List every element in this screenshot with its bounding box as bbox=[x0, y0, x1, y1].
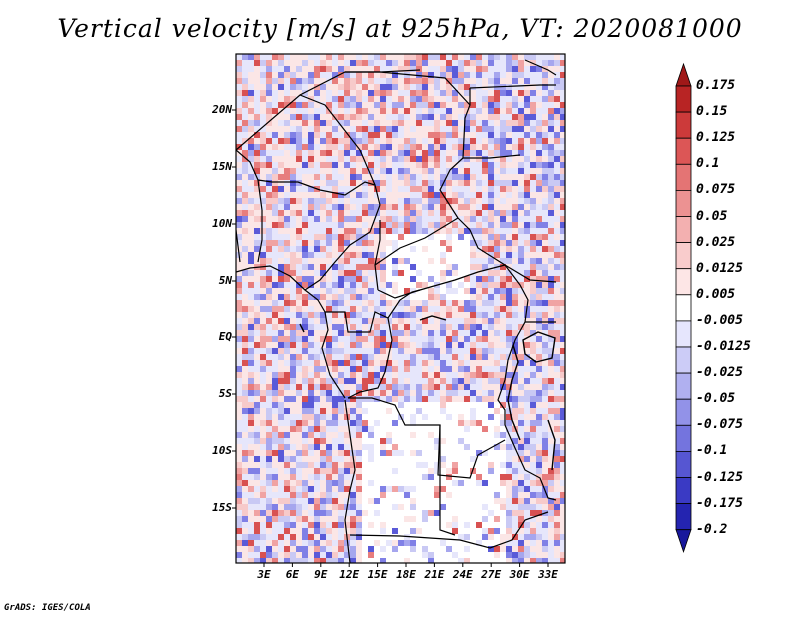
colorbar-label: 0.0125 bbox=[696, 260, 743, 276]
colorbar-label: 0.05 bbox=[696, 208, 728, 224]
colorbar-box bbox=[675, 242, 692, 270]
colorbar-box bbox=[675, 137, 692, 165]
colorbar-box bbox=[675, 268, 692, 296]
colorbar-label: -0.125 bbox=[696, 469, 743, 485]
colorbar-label: 0.075 bbox=[696, 182, 736, 198]
map-title: Vertical velocity [m/s] at 925hPa, VT: 2… bbox=[57, 14, 743, 43]
lon-label: 3E bbox=[257, 568, 271, 581]
colorbar-label: 0.025 bbox=[696, 234, 736, 250]
colorbar-box bbox=[675, 216, 692, 244]
colorbar-label: 0.005 bbox=[696, 286, 736, 302]
lat-label: 10S bbox=[212, 444, 232, 457]
colorbar-box bbox=[675, 85, 692, 113]
colorbar-label: 0.1 bbox=[696, 156, 720, 172]
colorbar-label: -0.1 bbox=[696, 443, 728, 459]
lat-label: 10N bbox=[212, 217, 232, 230]
credit-text: GrADS: IGES/COLA bbox=[4, 603, 91, 613]
map-frame bbox=[235, 53, 566, 564]
lakes bbox=[299, 315, 556, 471]
colorbar-box bbox=[675, 398, 692, 426]
colorbar-box bbox=[675, 294, 692, 322]
colorbar-box bbox=[675, 111, 692, 139]
lat-label: 5S bbox=[218, 387, 232, 400]
lat-label: 5N bbox=[218, 274, 232, 287]
colorbar-box bbox=[675, 189, 692, 217]
colorbar-label: -0.025 bbox=[696, 365, 743, 381]
colorbar-box bbox=[675, 450, 692, 478]
lat-label: 15N bbox=[212, 160, 232, 173]
lat-label: EQ bbox=[218, 330, 232, 343]
colorbar-label: -0.2 bbox=[696, 521, 728, 537]
lon-label: 24E bbox=[452, 568, 473, 581]
colorbar-label: -0.075 bbox=[696, 417, 743, 433]
country-borders bbox=[236, 59, 557, 563]
lon-label: 21E bbox=[424, 568, 445, 581]
colorbar-label: -0.0125 bbox=[696, 339, 751, 354]
colorbar-label: 0.125 bbox=[696, 130, 736, 146]
lat-label: 20N bbox=[212, 103, 232, 116]
colorbar-box bbox=[675, 320, 692, 348]
colorbar-label: 0.15 bbox=[696, 104, 728, 120]
colorbar-box bbox=[675, 163, 692, 191]
velocity-field bbox=[236, 54, 565, 563]
colorbar-box bbox=[675, 346, 692, 374]
colorbar-box bbox=[675, 503, 692, 531]
lon-label: 33E bbox=[538, 568, 558, 581]
colorbar-label: -0.05 bbox=[696, 391, 736, 407]
colorbar-bottom-arrow bbox=[675, 529, 692, 553]
colorbar-label: -0.175 bbox=[696, 495, 743, 511]
colorbar-box bbox=[675, 424, 692, 452]
colorbar-top-arrow bbox=[675, 62, 692, 87]
colorbar-box bbox=[675, 477, 692, 505]
colorbar-box bbox=[675, 372, 692, 400]
lon-label: 12E bbox=[339, 568, 360, 581]
lon-label: 18E bbox=[396, 568, 416, 581]
lon-label: 30E bbox=[509, 568, 530, 581]
colorbar-label: 0.175 bbox=[696, 78, 736, 93]
lon-label: 27E bbox=[481, 568, 502, 581]
lon-label: 9E bbox=[314, 568, 328, 581]
colorbar-label: -0.005 bbox=[696, 312, 743, 328]
lat-label: 15S bbox=[212, 501, 232, 514]
lon-label: 6E bbox=[285, 568, 300, 581]
lon-label: 15E bbox=[367, 568, 388, 581]
